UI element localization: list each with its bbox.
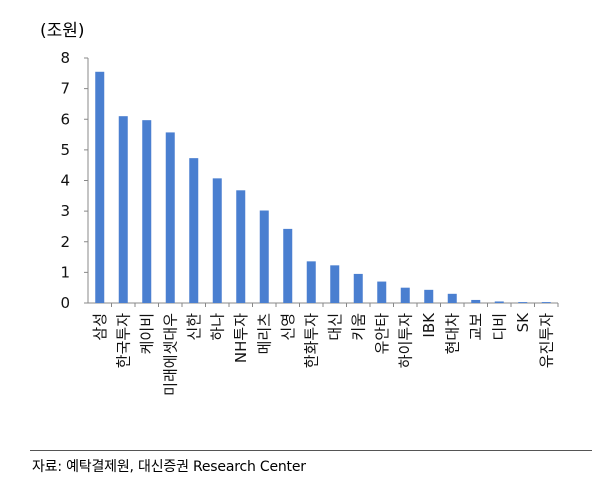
- x-tick-label: IBK: [420, 312, 438, 338]
- bar: [142, 120, 152, 303]
- y-tick-label: 0: [60, 294, 70, 312]
- x-tick-label: 신영: [279, 313, 297, 341]
- bar: [494, 301, 504, 303]
- x-tick-label: 한화투자: [302, 313, 320, 368]
- bar: [306, 261, 316, 303]
- source-note: 자료: 예탁결제원, 대신증권 Research Center: [32, 459, 306, 475]
- bar: [518, 302, 528, 303]
- x-tick-label: 한국투자: [114, 313, 132, 368]
- bar-chart: 0 1 2 3 4 5 6 7 8 삼성 한국투자 케이비 미래에셋대우 신한 하나 NH투자 메리츠 신영 한화투…: [60, 49, 559, 396]
- x-tick-label: 키움: [349, 313, 367, 341]
- y-tick-label: 7: [60, 80, 70, 98]
- y-tick-label: 8: [60, 49, 70, 67]
- x-tick-label: NH투자: [232, 313, 250, 363]
- bar: [541, 302, 551, 303]
- bar: [447, 293, 457, 303]
- bar: [118, 116, 128, 303]
- x-tick-label: 유진투자: [537, 313, 555, 368]
- bar: [259, 210, 269, 303]
- bar: [283, 228, 293, 303]
- y-tick-label: 6: [60, 110, 70, 128]
- y-tick-label: 1: [60, 263, 70, 281]
- bar: [189, 158, 199, 303]
- y-axis-unit-label: (조원): [40, 21, 85, 41]
- source-divider: [30, 450, 592, 451]
- bar: [400, 287, 410, 303]
- bar: [471, 299, 481, 303]
- x-tick-label: 하이투자: [396, 313, 414, 368]
- x-tick-label: 교보: [467, 313, 485, 341]
- bar: [212, 178, 222, 303]
- y-tick-label: 3: [60, 202, 70, 220]
- bar: [95, 71, 105, 303]
- x-tick-label: 현대차: [443, 313, 461, 355]
- x-tick-label: 대신: [326, 313, 344, 341]
- x-tick-label: 유안타: [373, 313, 391, 355]
- x-tick-label: 하나: [208, 313, 226, 341]
- bar: [377, 281, 387, 303]
- y-tick-label: 4: [60, 172, 70, 190]
- bar: [353, 273, 363, 303]
- bar: [236, 190, 246, 303]
- x-tick-label: 메리츠: [255, 313, 273, 355]
- y-tick-label: 5: [60, 141, 70, 159]
- x-tick-label: 미래에셋대우: [161, 313, 179, 396]
- x-tick-label: SK: [514, 312, 532, 333]
- bar: [330, 265, 340, 303]
- x-tick-label: 삼성: [91, 313, 109, 341]
- bar: [165, 132, 175, 303]
- x-tick-label: 신한: [185, 313, 203, 341]
- x-tick-label: 케이비: [138, 313, 156, 354]
- x-tick-label: 디비: [490, 313, 508, 341]
- bar: [424, 289, 434, 303]
- y-tick-label: 2: [60, 233, 70, 251]
